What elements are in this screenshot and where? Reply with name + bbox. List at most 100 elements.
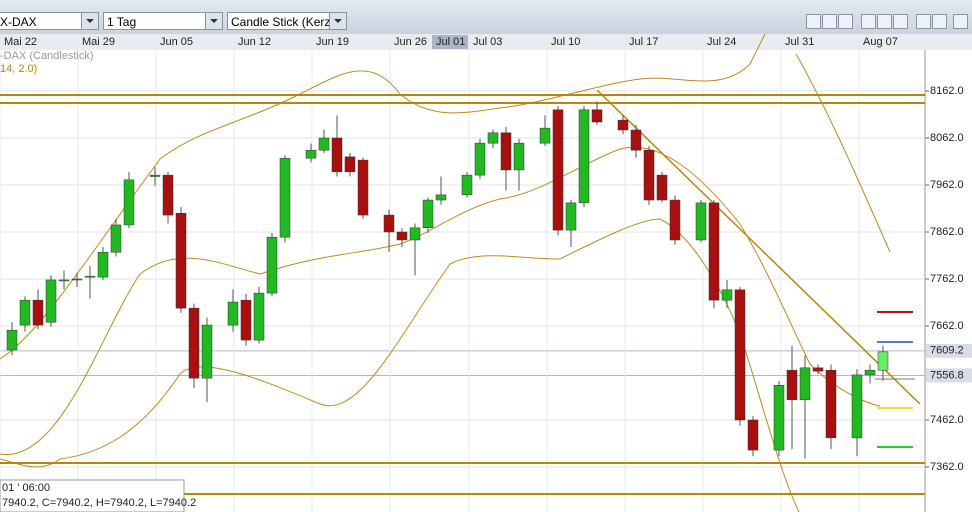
candle-body	[825, 369, 837, 439]
y-tick-label: 7862.0	[930, 226, 964, 238]
x-tick-label: Jun 12	[238, 36, 271, 48]
interval: 1 Tag	[107, 15, 137, 29]
info-time: 01 ' 06:00	[2, 482, 50, 494]
trend-line	[596, 89, 921, 405]
candle-body	[422, 199, 434, 229]
y-tick-label: 7462.0	[930, 414, 964, 426]
x-tick-label: Aug 07	[863, 36, 898, 48]
x-tick-label: Jun 05	[160, 36, 193, 48]
candle-body	[409, 227, 421, 241]
tool-button[interactable]	[953, 14, 968, 29]
tool-button[interactable]	[916, 14, 931, 29]
info-ohlc: 7940.2, C=7940.2, H=7940.2, L=7940.2	[2, 497, 196, 509]
candle-body	[799, 367, 811, 401]
legend-title: -DAX (Candlestick)	[0, 50, 94, 62]
crosshair-date: Jul 01	[436, 36, 465, 48]
candle-body	[695, 202, 707, 241]
y-tick-label: 7962.0	[930, 179, 964, 191]
tool-button[interactable]	[822, 14, 837, 29]
upper-band-2	[795, 53, 891, 253]
price-marker-bg	[926, 368, 972, 383]
candle-body	[708, 202, 720, 301]
price-marker: 7609.2	[930, 345, 964, 357]
candle-body	[19, 299, 31, 326]
candle-body	[617, 119, 629, 131]
y-tick-label: 8062.0	[930, 132, 964, 144]
symbol-select[interactable]: X-DAX	[0, 12, 99, 30]
x-tick-label: Mai 29	[82, 36, 115, 48]
y-tick-label: 7662.0	[930, 320, 964, 332]
x-tick-label: Jul 17	[629, 36, 658, 48]
candle-body	[500, 132, 512, 171]
candle-body	[45, 279, 57, 323]
candle-body	[149, 174, 161, 177]
tool-button[interactable]	[932, 14, 947, 29]
x-tick-label: Jul 10	[551, 36, 580, 48]
info-box	[0, 479, 185, 512]
candle-body	[97, 251, 109, 278]
y-tick-label: 8162.0	[930, 85, 964, 97]
x-tick-label: Jun 19	[316, 36, 349, 48]
candle-body	[461, 174, 473, 196]
x-tick-label: Jun 26	[394, 36, 427, 48]
candle-body	[318, 137, 330, 151]
candle-body	[643, 149, 655, 201]
drawn-lines	[0, 89, 925, 495]
price-marker-bg	[926, 343, 972, 358]
candle-body	[721, 289, 733, 301]
upper-band	[0, 34, 766, 360]
candle-body	[266, 236, 278, 294]
candle-body	[656, 174, 668, 201]
middle-band	[0, 146, 881, 455]
candle-body	[773, 384, 785, 451]
tool-button[interactable]	[838, 14, 853, 29]
candle-body	[786, 369, 798, 401]
candle-body	[162, 174, 174, 216]
price-axis-bg	[925, 50, 972, 512]
candle-body	[669, 199, 681, 241]
candle-body	[123, 179, 135, 226]
x-tick-label: Jul 24	[707, 36, 736, 48]
candle-body	[110, 224, 122, 253]
legend-bands: 14, 2.0)	[0, 63, 37, 75]
candle-body	[630, 129, 642, 151]
candle-body	[71, 278, 83, 281]
candle-body	[513, 142, 525, 171]
candle-body	[396, 231, 408, 241]
interval-select[interactable]: 1 Tag	[103, 12, 223, 30]
candle-body	[32, 299, 44, 326]
y-tick-label: 7362.0	[930, 461, 964, 473]
candle-body	[539, 127, 551, 144]
candle-body	[84, 275, 96, 278]
type-select[interactable]: Candle Stick (Kerzer	[227, 12, 347, 30]
lower-band	[0, 218, 800, 512]
tool-button[interactable]	[806, 14, 821, 29]
chart-type: Candle Stick (Kerzer	[231, 15, 342, 29]
tool-button[interactable]	[861, 14, 876, 29]
x-tick-label: Jul 03	[473, 36, 502, 48]
x-tick-label: Jul 31	[785, 36, 814, 48]
symbol: X-DAX	[0, 15, 37, 29]
candle-body	[591, 109, 603, 123]
candle-body	[435, 194, 447, 201]
candle-body	[58, 279, 70, 282]
candle-body	[279, 157, 291, 238]
candle-body	[877, 351, 889, 371]
candle-body	[344, 156, 356, 173]
candle-body	[565, 202, 577, 231]
date-axis-bg	[0, 34, 972, 50]
candle-body	[331, 137, 343, 173]
candle-body	[552, 109, 564, 231]
x-tick-label: Mai 22	[4, 36, 37, 48]
tool-button[interactable]	[877, 14, 892, 29]
candle-body	[175, 212, 187, 309]
tool-button[interactable]	[893, 14, 908, 29]
candle-body	[357, 159, 369, 216]
chart: -DAX (Candlestick) 14, 2.0) 01 ' 06:00 7…	[0, 34, 972, 512]
candle-body	[864, 369, 876, 376]
crosshair-date-bg	[432, 35, 468, 49]
price-marker: 7556.8	[930, 369, 964, 381]
candle-body	[240, 299, 252, 341]
y-tick-label: 7762.0	[930, 273, 964, 285]
